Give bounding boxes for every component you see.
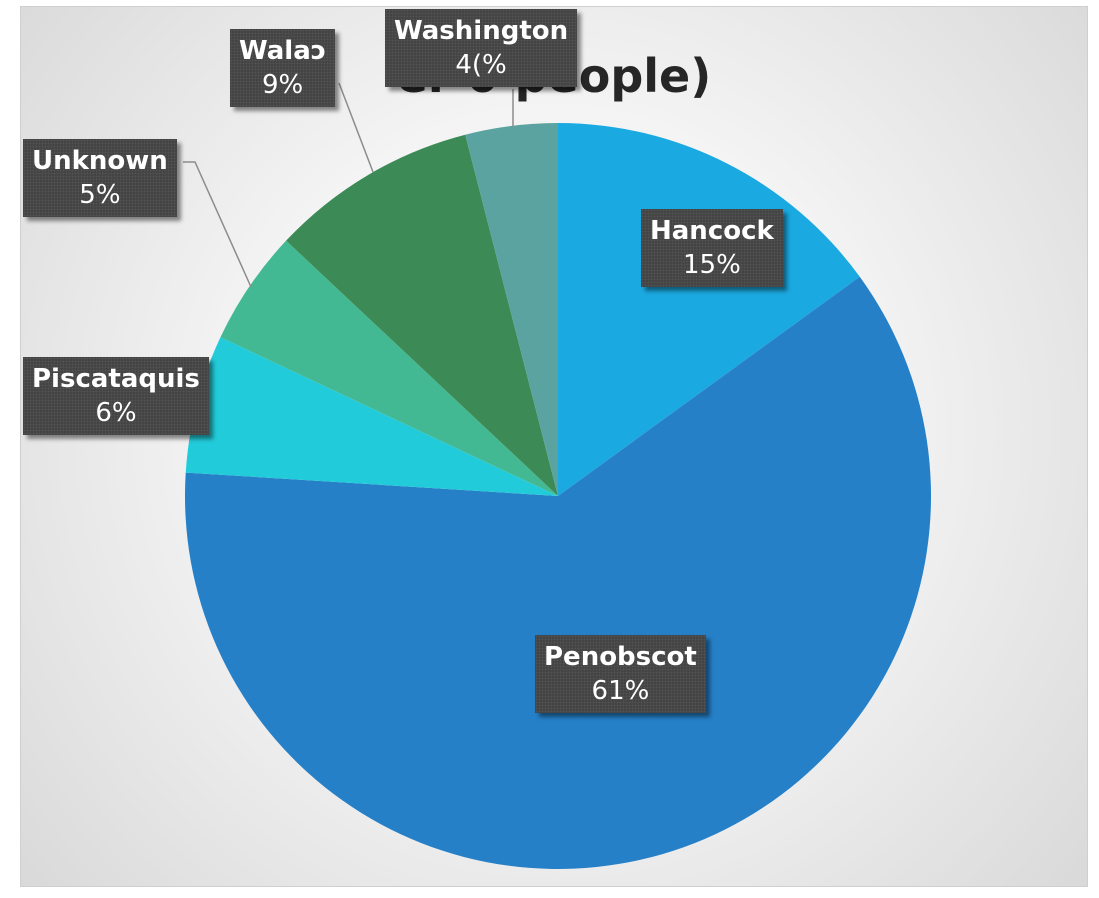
data-label-washington-value: 4(%: [455, 50, 507, 80]
data-label-washington: Washington 4(%: [385, 9, 578, 87]
chart-area: er 0 people) Hancock 15% Penobscot 61% P…: [20, 6, 1088, 887]
data-label-washington-name: Washington: [394, 16, 569, 46]
pie-slice-waldo: [286, 134, 558, 496]
data-label-hancock-name: Hancock: [650, 216, 774, 246]
data-label-hancock: Hancock 15%: [641, 209, 783, 287]
pie-slice-unknown: [220, 240, 558, 496]
data-label-waldo: Walaɔ 9%: [230, 29, 336, 107]
data-label-hancock-value: 15%: [683, 250, 741, 280]
data-label-piscataquis: Piscataquis 6%: [23, 357, 209, 435]
data-label-unknown: Unknown 5%: [23, 139, 177, 217]
leader-line-unknown: [183, 161, 252, 288]
data-label-penobscot: Penobscot 61%: [535, 635, 706, 713]
data-label-piscataquis-name: Piscataquis: [32, 364, 200, 394]
pie-slice-washington: [465, 123, 558, 496]
data-label-unknown-value: 5%: [79, 180, 121, 210]
pie-slice-hancock: [558, 123, 860, 496]
data-label-penobscot-name: Penobscot: [544, 642, 697, 672]
data-label-penobscot-value: 61%: [591, 676, 650, 706]
data-label-waldo-name: Walaɔ: [239, 36, 327, 66]
pie-chart: [183, 82, 932, 869]
data-label-piscataquis-value: 6%: [95, 398, 137, 428]
data-label-unknown-name: Unknown: [32, 146, 168, 176]
data-label-waldo-value: 9%: [261, 70, 304, 100]
pie-slice-penobscot: [184, 276, 932, 869]
leader-line-waldo: [338, 82, 374, 173]
pie-slice-piscataquis: [185, 337, 558, 496]
